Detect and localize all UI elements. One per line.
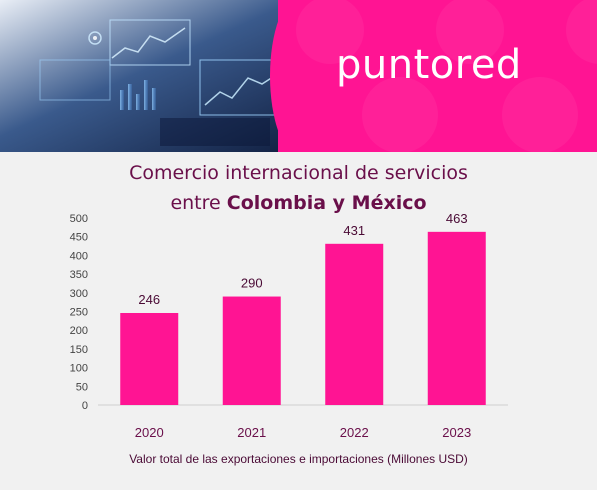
data-label-2021: 290 — [241, 276, 263, 291]
y-tick-label: 50 — [76, 381, 88, 393]
x-tick-label-2020: 2020 — [135, 425, 164, 440]
y-tick-label: 200 — [70, 325, 88, 337]
data-label-2023: 463 — [446, 211, 468, 226]
brand-pattern — [296, 0, 597, 152]
bar-2020 — [120, 312, 179, 405]
x-tick-label-2022: 2022 — [340, 425, 369, 440]
x-axis-categories: 2020 2021 2022 2023 — [135, 425, 471, 440]
chart-title-line2: entre Colombia y México — [0, 188, 597, 218]
bar-2022 — [325, 243, 384, 405]
bar-2021 — [222, 296, 281, 405]
chart-title-prefix: entre — [170, 192, 227, 214]
y-tick-label: 350 — [70, 269, 88, 281]
bars — [120, 231, 486, 405]
y-tick-label: 400 — [70, 250, 88, 262]
brand-logo: puntored — [336, 42, 522, 88]
y-tick-label: 0 — [82, 400, 88, 412]
bar-2023 — [427, 231, 486, 405]
header-banner: puntored — [0, 0, 597, 152]
tech-chart-overlay — [39, 19, 296, 146]
banner-graphic — [0, 0, 597, 152]
chart-title: Comercio internacional de servicios entr… — [0, 158, 597, 218]
y-tick-label: 250 — [70, 307, 88, 319]
data-label-2022: 431 — [343, 223, 365, 238]
x-tick-label-2023: 2023 — [442, 425, 471, 440]
y-tick-label: 100 — [70, 363, 88, 375]
x-axis-label: Valor total de las exportaciones e impor… — [129, 452, 468, 466]
y-tick-label: 300 — [70, 288, 88, 300]
y-tick-label: 500 — [70, 213, 88, 225]
data-labels: 246 290 431 463 — [138, 211, 467, 307]
y-tick-label: 150 — [70, 344, 88, 356]
x-tick-label-2021: 2021 — [237, 425, 266, 440]
bar-chart: 0 50 100 150 200 250 300 350 400 450 500 246 290 431… — [70, 211, 508, 440]
chart-title-countries: Colombia y México — [226, 192, 427, 214]
chart-title-line1: Comercio internacional de servicios — [129, 162, 468, 184]
y-axis: 0 50 100 150 200 250 300 350 400 450 500 — [70, 213, 88, 412]
data-label-2020: 246 — [138, 292, 160, 307]
y-tick-label: 450 — [70, 232, 88, 244]
